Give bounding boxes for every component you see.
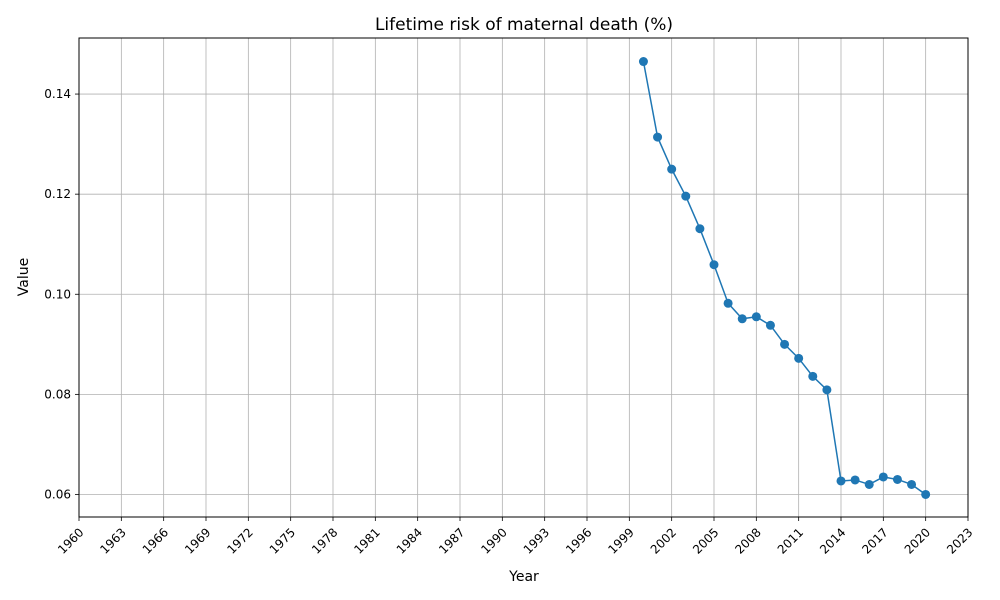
data-point bbox=[822, 385, 832, 395]
x-tick-label: 1963 bbox=[97, 525, 128, 556]
data-point bbox=[751, 312, 761, 322]
data-series bbox=[638, 57, 931, 499]
x-tick-label: 1975 bbox=[267, 525, 298, 556]
y-tick-label: 0.10 bbox=[44, 287, 71, 301]
y-axis-title: Value bbox=[16, 258, 32, 296]
chart-title: Lifetime risk of maternal death (%) bbox=[375, 15, 673, 35]
x-tick-label: 1978 bbox=[309, 525, 340, 556]
data-point bbox=[836, 476, 846, 486]
x-tick-label: 1993 bbox=[521, 525, 552, 556]
x-tick-label: 1990 bbox=[478, 525, 509, 556]
x-tick-label: 1996 bbox=[563, 525, 594, 556]
data-point bbox=[864, 479, 874, 489]
x-tick-label: 1984 bbox=[394, 525, 425, 556]
x-tick-label: 2017 bbox=[859, 525, 890, 556]
plot-frame bbox=[78, 37, 969, 518]
data-point bbox=[723, 298, 733, 308]
data-point bbox=[667, 164, 677, 174]
data-point bbox=[780, 339, 790, 349]
grid-lines bbox=[78, 38, 969, 517]
x-tick-label: 1969 bbox=[182, 525, 213, 556]
data-point bbox=[907, 479, 917, 489]
y-tick-label: 0.14 bbox=[44, 87, 71, 101]
x-tick-label: 1966 bbox=[140, 525, 171, 556]
x-tick-label: 1981 bbox=[351, 525, 382, 556]
x-tick-label: 1987 bbox=[436, 525, 467, 556]
data-point bbox=[892, 474, 902, 484]
data-point bbox=[794, 353, 804, 363]
data-point bbox=[765, 320, 775, 330]
x-axis-title: Year bbox=[508, 569, 539, 585]
y-tick-label: 0.08 bbox=[44, 387, 71, 401]
x-tick-label: 1960 bbox=[55, 525, 86, 556]
data-point bbox=[850, 475, 860, 485]
data-point bbox=[921, 489, 931, 499]
data-point bbox=[737, 314, 747, 324]
x-tick-label: 2020 bbox=[902, 525, 933, 556]
x-tick-label: 2005 bbox=[690, 525, 721, 556]
x-tick-label: 2008 bbox=[732, 525, 763, 556]
data-point bbox=[638, 57, 648, 67]
x-tick-label: 2011 bbox=[775, 525, 806, 556]
x-tick-label: 2002 bbox=[648, 525, 679, 556]
axis-ticks: 1960 1963 1966 1969 1972 1975 1978 1981 1984 1987… bbox=[44, 87, 975, 557]
data-point bbox=[808, 371, 818, 381]
data-point bbox=[709, 260, 719, 270]
x-tick-label: 2014 bbox=[817, 525, 848, 556]
data-point bbox=[878, 472, 888, 482]
x-tick-label: 1999 bbox=[605, 525, 636, 556]
x-tick-label: 2023 bbox=[944, 525, 975, 556]
data-point bbox=[695, 224, 705, 234]
x-tick-label: 1972 bbox=[224, 525, 255, 556]
y-tick-label: 0.12 bbox=[44, 187, 71, 201]
data-point bbox=[681, 191, 691, 201]
data-point bbox=[653, 132, 663, 142]
y-tick-label: 0.06 bbox=[44, 487, 71, 501]
